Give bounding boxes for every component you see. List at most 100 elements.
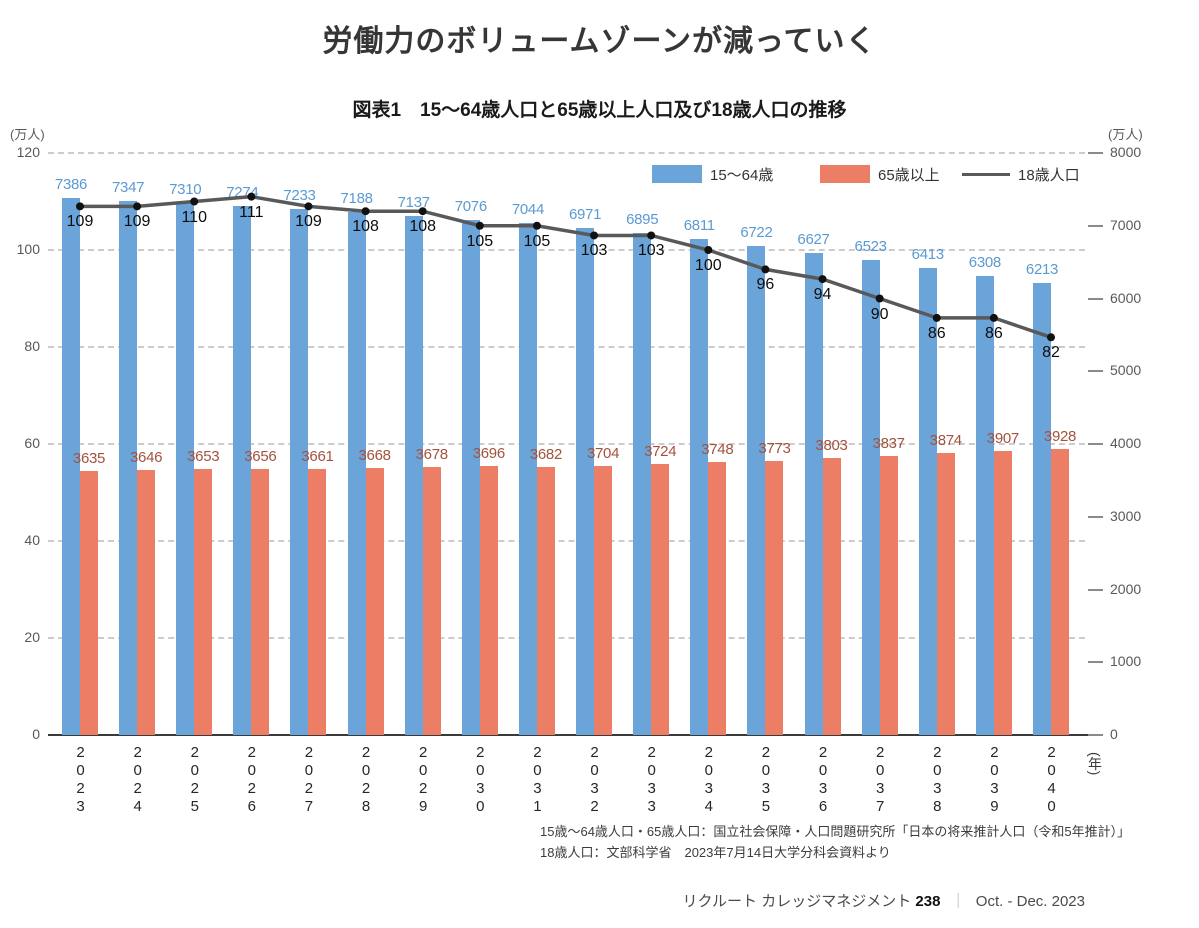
gridline xyxy=(48,540,1085,542)
line-value-18yo: 82 xyxy=(1042,344,1060,362)
left-axis-tick-label: 20 xyxy=(24,629,40,645)
bar-value-15-64: 7044 xyxy=(511,200,545,218)
line-value-18yo: 108 xyxy=(352,218,379,236)
line-value-18yo: 109 xyxy=(66,213,94,231)
left-axis-tick-label: 60 xyxy=(24,435,40,451)
right-axis-tick-mark xyxy=(1088,224,1103,227)
line-value-18yo: 100 xyxy=(694,257,722,274)
left-axis-tick-label: 80 xyxy=(24,338,40,354)
year-label: 2024 xyxy=(129,744,147,816)
line-value-18yo: 94 xyxy=(813,286,832,304)
bar-15-64 xyxy=(290,208,309,735)
bar-value-15-64: 7310 xyxy=(169,181,202,199)
left-axis-tick-label: 100 xyxy=(16,241,40,257)
bar-65plus xyxy=(936,453,955,735)
bar-15-64 xyxy=(690,239,709,735)
year-label: 2033 xyxy=(643,744,661,816)
line-value-18yo: 86 xyxy=(927,324,946,342)
bar-65plus xyxy=(993,450,1012,735)
year-label: 2025 xyxy=(186,744,204,816)
footer-separator: ｜ xyxy=(950,893,966,910)
year-label: 2028 xyxy=(357,744,375,816)
bar-value-15-64: 6971 xyxy=(568,205,602,223)
bar-15-64 xyxy=(747,245,766,735)
right-axis-tick-mark xyxy=(1088,661,1103,664)
right-axis-tick-label: 6000 xyxy=(1110,289,1142,306)
source-notes: 15歳〜64歳人口・65歳人口：国立社会保障・人口問題研究所「日本の将来推計人口… xyxy=(540,822,1130,864)
bar-65plus xyxy=(422,467,441,735)
bar-value-15-64: 6308 xyxy=(968,254,1001,272)
left-axis-tick-label: 0 xyxy=(32,726,40,742)
bar-value-65plus: 3668 xyxy=(358,447,391,465)
bar-value-15-64: 7347 xyxy=(112,178,145,196)
line-value-18yo: 103 xyxy=(637,242,665,260)
right-axis-tick-label: 5000 xyxy=(1110,362,1142,379)
bar-value-65plus: 3773 xyxy=(758,439,791,457)
legend-swatch-red xyxy=(820,165,870,183)
line-value-18yo: 105 xyxy=(466,232,494,250)
bar-15-64 xyxy=(576,227,595,735)
line-value-18yo: 109 xyxy=(295,213,322,231)
bar-value-15-64: 7137 xyxy=(397,193,430,211)
right-axis-unit: (万人) xyxy=(1108,127,1143,142)
bar-65plus xyxy=(708,462,727,735)
bar-value-65plus: 3803 xyxy=(815,437,848,455)
bar-65plus xyxy=(479,466,498,735)
bar-15-64 xyxy=(633,233,652,735)
bar-15-64 xyxy=(804,252,823,735)
bar-15-64 xyxy=(918,268,937,735)
year-label: 2023 xyxy=(72,744,89,816)
legend-item-18yo: 18歳人口 xyxy=(962,163,1080,185)
bar-15-64 xyxy=(975,276,994,735)
left-axis-tick-label: 40 xyxy=(24,532,40,548)
bar-value-65plus: 3682 xyxy=(529,446,563,464)
bar-65plus xyxy=(594,465,613,735)
year-label: 2034 xyxy=(700,744,718,816)
left-axis-tick-label: 120 xyxy=(16,144,40,160)
bar-value-65plus: 3653 xyxy=(187,448,220,466)
right-axis-tick-label: 3000 xyxy=(1110,507,1142,524)
bar-65plus xyxy=(651,464,670,735)
source-note-line2: 18歳人口：文部科学省 2023年7月14日大学分科会資料より xyxy=(540,844,891,860)
bar-value-65plus: 3748 xyxy=(701,441,734,459)
bar-value-15-64: 6811 xyxy=(683,217,715,235)
bar-value-15-64: 7274 xyxy=(226,183,259,201)
bar-value-15-64: 6413 xyxy=(911,246,944,264)
bar-value-65plus: 3646 xyxy=(130,448,163,466)
line-value-18yo: 111 xyxy=(239,203,264,221)
bar-value-65plus: 3907 xyxy=(986,429,1019,447)
page-title: 労働力のボリュームゾーンが減っていく xyxy=(322,25,877,58)
bar-15-64 xyxy=(233,205,252,735)
right-axis-tick-label: 0 xyxy=(1110,726,1118,742)
legend-swatch-blue xyxy=(652,165,702,183)
bar-value-15-64: 7233 xyxy=(283,186,316,204)
year-label: 2027 xyxy=(300,744,318,816)
year-label: 2036 xyxy=(814,744,832,816)
right-axis-tick-label: 1000 xyxy=(1110,653,1142,670)
footer-issue-number: 238 xyxy=(915,893,941,910)
bar-value-15-64: 7076 xyxy=(454,198,487,216)
line-value-18yo: 86 xyxy=(984,324,1003,342)
right-axis-tick-mark xyxy=(1088,443,1103,445)
bar-65plus xyxy=(308,468,327,735)
right-axis-tick-mark xyxy=(1088,588,1103,591)
right-axis-tick-mark xyxy=(1088,297,1103,300)
bar-65plus xyxy=(1051,449,1069,735)
bar-15-64 xyxy=(861,260,880,735)
bar-15-64 xyxy=(404,215,423,735)
bar-15-64 xyxy=(1033,283,1051,735)
bar-value-65plus: 3704 xyxy=(586,444,620,462)
year-label: 2038 xyxy=(928,744,946,816)
year-label: 2029 xyxy=(414,744,432,816)
legend-label-18yo: 18歳人口 xyxy=(1018,166,1080,184)
x-axis-unit: (年) xyxy=(1087,752,1103,776)
bar-value-65plus: 3874 xyxy=(929,432,962,450)
gridline xyxy=(48,152,1085,154)
bar-value-65plus: 3724 xyxy=(644,443,677,461)
footer-journal: リクルート カレッジマネジメント xyxy=(682,893,912,910)
gridline xyxy=(48,443,1085,445)
bar-value-65plus: 3696 xyxy=(472,445,505,463)
bar-65plus xyxy=(765,460,784,735)
right-axis-tick-mark xyxy=(1088,734,1103,736)
